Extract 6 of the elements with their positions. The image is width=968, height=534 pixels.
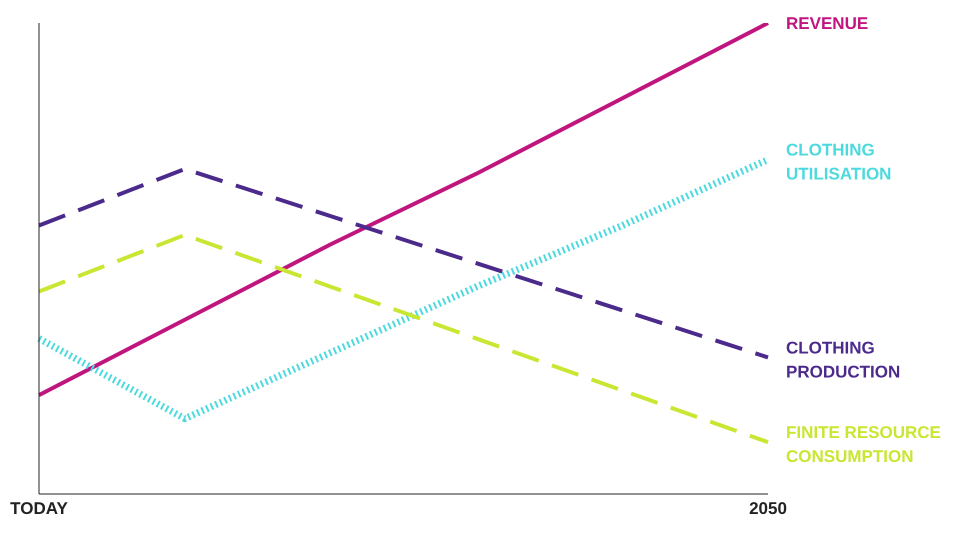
series-label: REVENUE (786, 14, 868, 33)
x-tick-label: 2050 (749, 499, 787, 518)
series-label: CLOTHING UTILISATION (786, 140, 892, 184)
x-tick-label: TODAY (10, 499, 68, 518)
series-label: CLOTHING PRODUCTION (786, 338, 900, 382)
series-label: FINITE RESOURCE CONSUMPTION (786, 423, 941, 466)
